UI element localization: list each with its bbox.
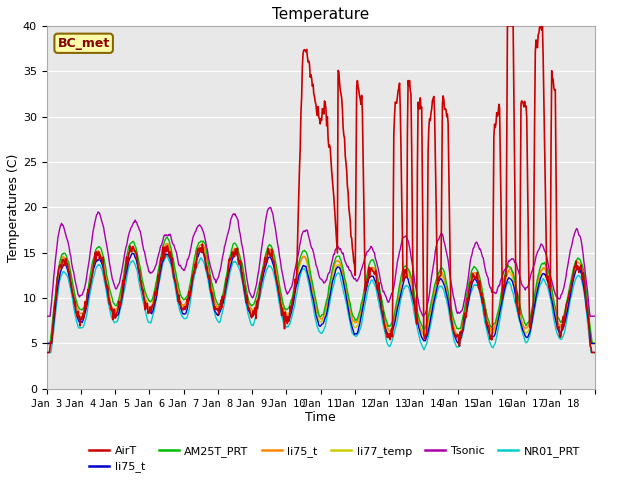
Y-axis label: Temperatures (C): Temperatures (C) xyxy=(7,153,20,262)
Legend: AirT, li75_t, AM25T_PRT, li75_t, li77_temp, Tsonic, NR01_PRT: AirT, li75_t, AM25T_PRT, li75_t, li77_te… xyxy=(85,442,584,477)
Title: Temperature: Temperature xyxy=(272,7,369,22)
X-axis label: Time: Time xyxy=(305,411,336,424)
Text: BC_met: BC_met xyxy=(58,37,110,50)
